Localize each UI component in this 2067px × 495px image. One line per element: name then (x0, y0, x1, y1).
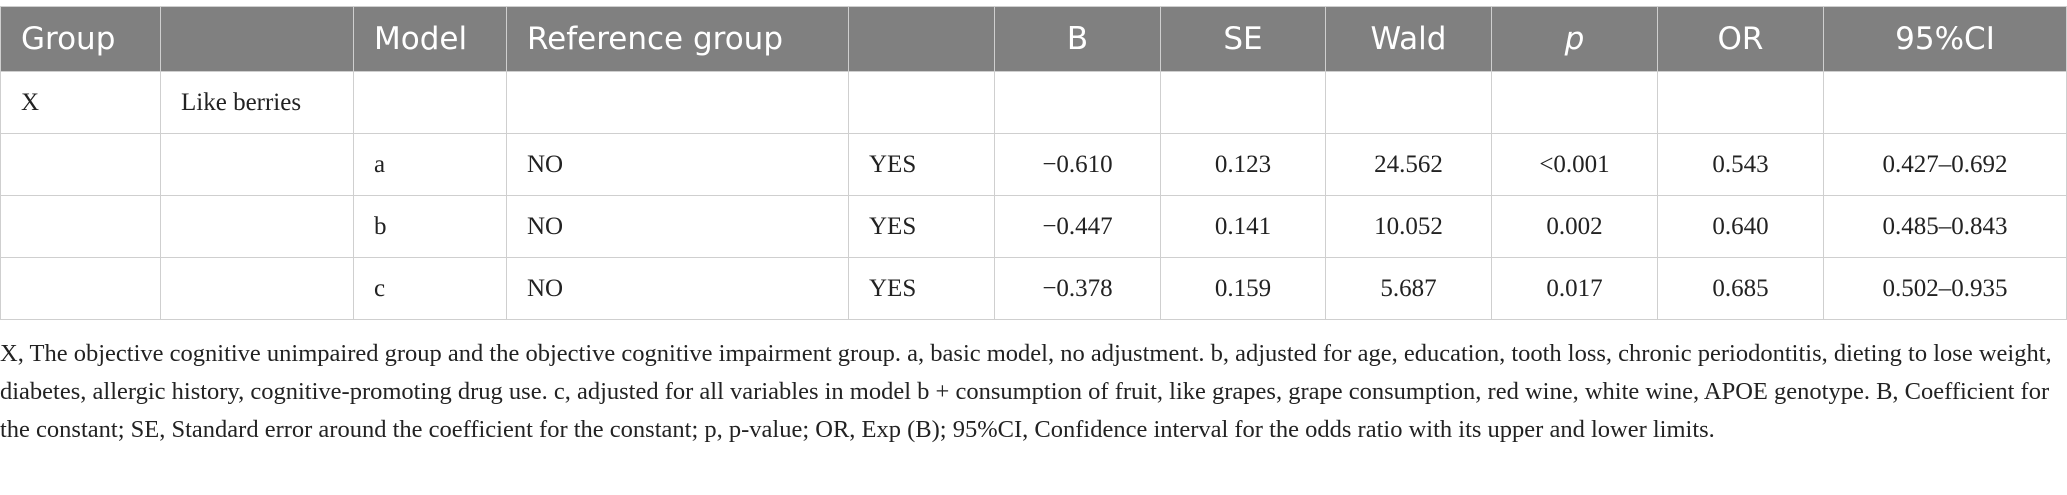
table-cell (506, 71, 849, 134)
table-cell: YES (848, 133, 995, 196)
table-cell: <0.001 (1491, 133, 1658, 196)
header-cell (848, 6, 995, 72)
table-cell (848, 71, 995, 134)
table-cell: 0.159 (1160, 257, 1326, 320)
header-cell: 95%CI (1823, 6, 2067, 72)
header-cell (160, 6, 354, 72)
table-row: b NO YES −0.447 0.141 10.052 0.002 0.640 0.485–0… (0, 195, 2067, 258)
table-cell: 0.141 (1160, 195, 1326, 258)
table-cell: −0.610 (994, 133, 1161, 196)
table-cell: 5.687 (1325, 257, 1492, 320)
table-cell: 0.002 (1491, 195, 1658, 258)
table-cell (1325, 71, 1492, 134)
header-cell: OR (1657, 6, 1824, 72)
table-cell (160, 195, 354, 258)
table-row: c NO YES −0.378 0.159 5.687 0.017 0.685 0.502–0.… (0, 257, 2067, 320)
header-cell: Model (353, 6, 507, 72)
table-cell (160, 133, 354, 196)
table-cell: 0.640 (1657, 195, 1824, 258)
table-cell (994, 71, 1161, 134)
header-cell: SE (1160, 6, 1326, 72)
table-cell: YES (848, 257, 995, 320)
table-cell (1491, 71, 1658, 134)
header-cell: Wald (1325, 6, 1492, 72)
table-cell: −0.378 (994, 257, 1161, 320)
table-cell: NO (506, 195, 849, 258)
table-cell (353, 71, 507, 134)
table-cell: YES (848, 195, 995, 258)
footnote: X, The objective cognitive unimpaired gr… (0, 340, 2052, 443)
table-cell: 10.052 (1325, 195, 1492, 258)
header-row: Group Model Reference group B SE Wald p OR 95%CI (0, 6, 2067, 72)
table-cell (1823, 71, 2067, 134)
table-cell: 24.562 (1325, 133, 1492, 196)
table-cell: 0.427–0.692 (1823, 133, 2067, 196)
table-cell: 0.502–0.935 (1823, 257, 2067, 320)
header-cell: p (1491, 6, 1658, 72)
table-cell (1657, 71, 1824, 134)
table-cell (0, 133, 161, 196)
table-cell: a (353, 133, 507, 196)
header-cell: Group (0, 6, 161, 72)
table-cell: 0.685 (1657, 257, 1824, 320)
table-cell: 0.017 (1491, 257, 1658, 320)
table-cell: 0.485–0.843 (1823, 195, 2067, 258)
table-cell (0, 257, 161, 320)
table-cell: b (353, 195, 507, 258)
header-cell: Reference group (506, 6, 849, 72)
table-row: a NO YES −0.610 0.123 24.562 <0.001 0.543 0.427–… (0, 133, 2067, 196)
table-cell (0, 195, 161, 258)
table-cell (160, 257, 354, 320)
table-cell (1160, 71, 1326, 134)
table-cell: NO (506, 133, 849, 196)
table-cell: −0.447 (994, 195, 1161, 258)
table-cell: 0.543 (1657, 133, 1824, 196)
table-cell: 0.123 (1160, 133, 1326, 196)
table-cell: NO (506, 257, 849, 320)
table-cell: X (0, 71, 161, 134)
table-cell: c (353, 257, 507, 320)
results-table: Group Model Reference group B SE Wald p OR 95%CI… (0, 6, 2067, 320)
header-cell: B (994, 6, 1161, 72)
table-cell: Like berries (160, 71, 354, 134)
table-row: X Like berries (0, 71, 2067, 134)
